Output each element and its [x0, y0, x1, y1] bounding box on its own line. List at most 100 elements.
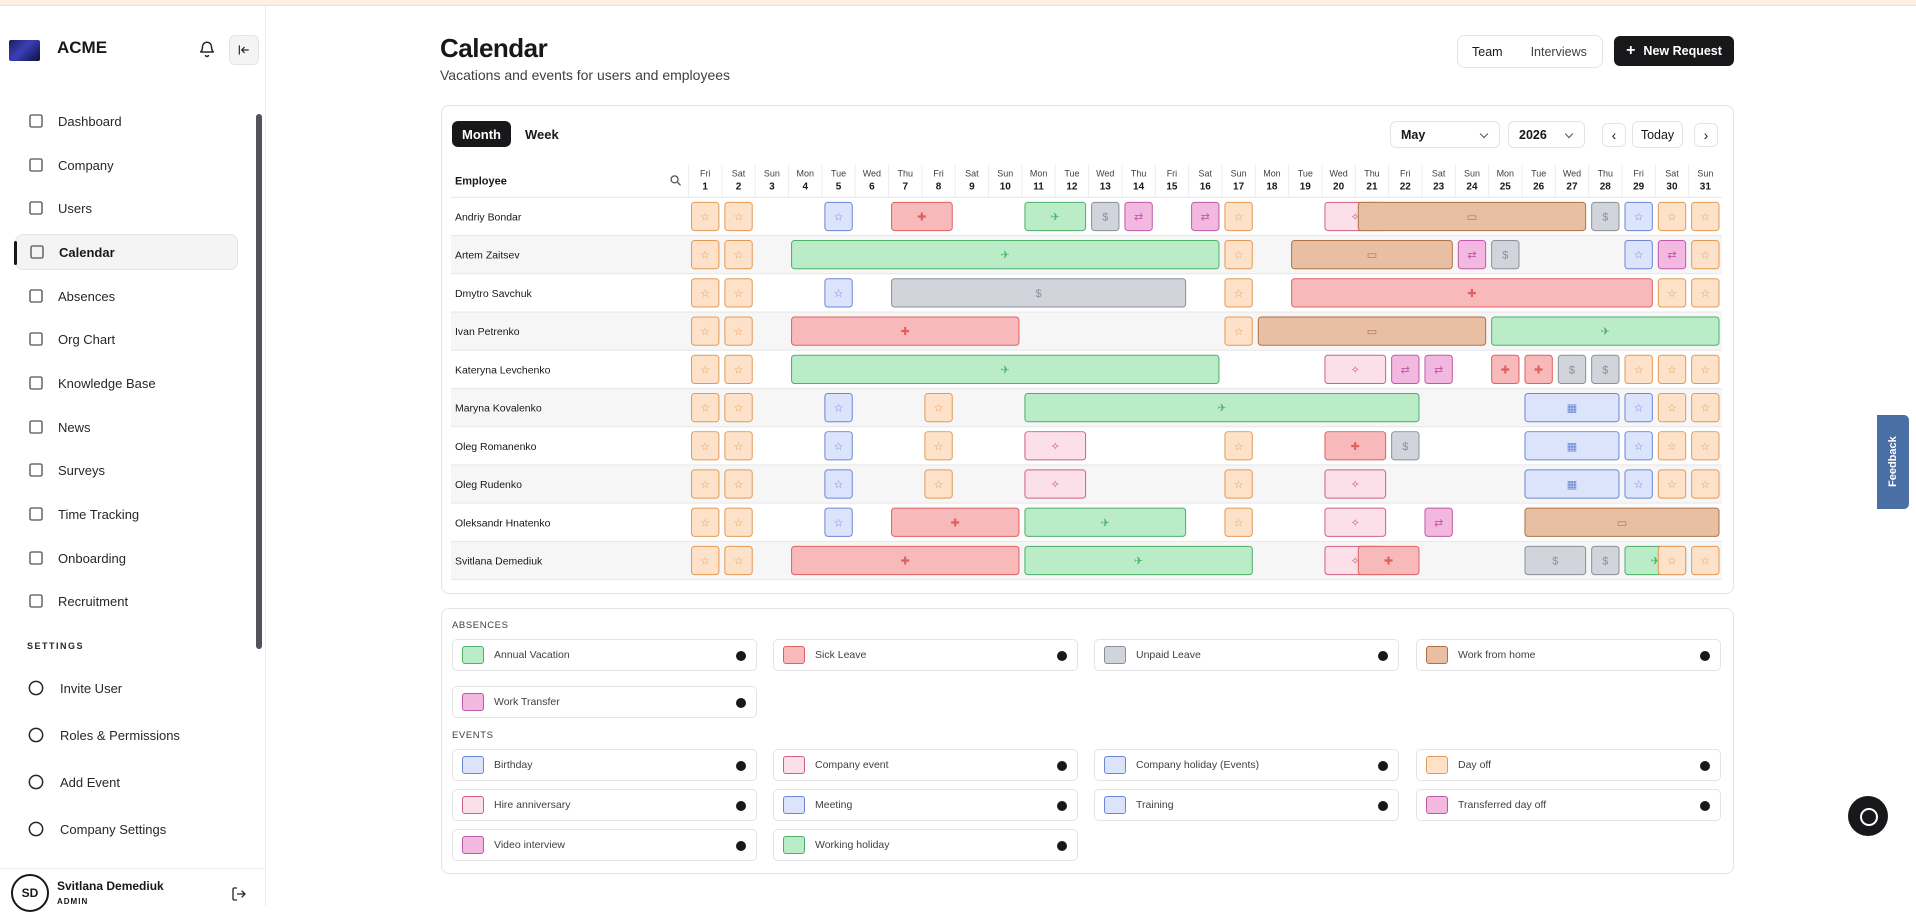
calendar-entry-holiday[interactable]: ☆ [824, 507, 853, 537]
calendar-entry-event[interactable]: ✧ [1324, 469, 1387, 499]
calendar-entry-dayoff[interactable]: ☆ [1657, 392, 1687, 423]
employee-name[interactable]: Artem Zaitsev [455, 251, 520, 262]
calendar-entry-dayoff[interactable]: ☆ [1691, 354, 1720, 384]
calendar-entry-dayoff[interactable]: ☆ [691, 201, 720, 232]
calendar-entry-wfh[interactable]: ▭ [1257, 316, 1487, 346]
calendar-entry-dayoff[interactable]: ☆ [724, 507, 753, 537]
calendar-entry-event[interactable]: ✧ [1024, 431, 1087, 461]
bell-icon[interactable] [198, 40, 216, 58]
calendar-entry-vacation[interactable]: ✈ [791, 240, 1220, 270]
calendar-entry-dayoff[interactable]: ☆ [691, 354, 720, 384]
calendar-entry-dayoff[interactable]: ☆ [1224, 201, 1253, 232]
calendar-entry-wfh[interactable]: ▭ [1291, 240, 1453, 270]
legend-item-day-off[interactable]: Day off [1416, 749, 1721, 781]
calendar-entry-dayoff[interactable]: ☆ [924, 431, 953, 461]
calendar-entry-dayoff[interactable]: ☆ [1691, 240, 1720, 270]
calendar-entry-vacation[interactable]: ✈ [1491, 316, 1720, 346]
calendar-entry-dayoff[interactable]: ☆ [724, 278, 753, 308]
calendar-entry-dayoff[interactable]: ☆ [1224, 507, 1253, 537]
calendar-entry-unpaid[interactable]: $ [1091, 201, 1120, 232]
employee-name[interactable]: Oleg Rudenko [455, 480, 522, 491]
settings-item-roles-permissions[interactable]: Roles & Permissions [26, 717, 180, 753]
calendar-entry-dayoff[interactable]: ☆ [1691, 392, 1720, 423]
calendar-entry-transfer[interactable]: ⇄ [1391, 354, 1420, 384]
calendar-entry-birthday[interactable]: ▦ [1524, 469, 1620, 499]
user-profile[interactable]: SD Svitlana Demediuk ADMIN [0, 868, 266, 912]
sidebar-item-time-tracking[interactable]: Time Tracking [15, 496, 238, 532]
search-icon[interactable] [670, 175, 682, 186]
calendar-entry-dayoff[interactable]: ☆ [1691, 278, 1720, 308]
calendar-entry-dayoff[interactable]: ☆ [1224, 469, 1253, 499]
employee-name[interactable]: Ivan Petrenko [455, 327, 520, 338]
sidebar-item-onboarding[interactable]: Onboarding [15, 540, 238, 576]
calendar-entry-transfer[interactable]: ⇄ [1457, 240, 1487, 270]
calendar-entry-dayoff[interactable]: ☆ [724, 431, 753, 461]
calendar-entry-dayoff[interactable]: ☆ [1224, 278, 1253, 308]
calendar-entry-dayoff[interactable]: ☆ [1691, 201, 1720, 232]
calendar-entry-event[interactable]: ✧ [1324, 507, 1387, 537]
calendar-entry-transfer[interactable]: ⇄ [1191, 201, 1220, 232]
legend-item-work-transfer[interactable]: Work Transfer [452, 686, 757, 718]
legend-item-company-holiday-events-[interactable]: Company holiday (Events) [1094, 749, 1399, 781]
calendar-entry-unpaid[interactable]: $ [1591, 354, 1620, 384]
calendar-entry-event[interactable]: ✧ [1024, 469, 1087, 499]
settings-item-add-event[interactable]: Add Event [26, 764, 120, 800]
sidebar-item-company[interactable]: Company [15, 147, 238, 183]
calendar-entry-unpaid[interactable]: $ [891, 278, 1187, 308]
calendar-entry-dayoff[interactable]: ☆ [1624, 354, 1653, 384]
calendar-entry-holiday[interactable]: ☆ [824, 469, 853, 499]
employee-name[interactable]: Andriy Bondar [455, 212, 522, 223]
calendar-entry-sick[interactable]: ✚ [891, 507, 1020, 537]
calendar-entry-dayoff[interactable]: ☆ [1657, 278, 1687, 308]
calendar-entry-holiday[interactable]: ☆ [1624, 431, 1653, 461]
calendar-entry-unpaid[interactable]: $ [1557, 354, 1587, 384]
interviews-toggle-button[interactable]: Interviews [1530, 44, 1587, 59]
calendar-entry-holiday[interactable]: ☆ [1624, 392, 1653, 423]
calendar-entry-birthday[interactable]: ▦ [1524, 431, 1620, 461]
calendar-entry-transfer[interactable]: ⇄ [1424, 354, 1453, 384]
calendar-entry-dayoff[interactable]: ☆ [691, 316, 720, 346]
settings-item-company-settings[interactable]: Company Settings [26, 811, 166, 847]
new-request-button[interactable]: + New Request [1614, 36, 1734, 66]
calendar-entry-vacation[interactable]: ✈ [1024, 201, 1087, 232]
legend-item-unpaid-leave[interactable]: Unpaid Leave [1094, 639, 1399, 671]
calendar-entry-dayoff[interactable]: ☆ [691, 545, 720, 576]
sidebar-scrollbar[interactable] [256, 114, 262, 649]
legend-item-working-holiday[interactable]: Working holiday [773, 829, 1078, 861]
tab-month[interactable]: Month [452, 121, 511, 147]
calendar-entry-dayoff[interactable]: ☆ [1657, 545, 1687, 576]
calendar-entry-dayoff[interactable]: ☆ [724, 316, 753, 346]
calendar-entry-birthday[interactable]: ▦ [1524, 392, 1620, 423]
calendar-entry-vacation[interactable]: ✈ [791, 354, 1220, 384]
calendar-entry-vacation[interactable]: ✈ [1024, 392, 1420, 423]
team-toggle-button[interactable]: Team [1472, 44, 1503, 59]
calendar-entry-unpaid[interactable]: $ [1391, 431, 1420, 461]
year-select[interactable]: 2026 [1508, 121, 1585, 148]
employee-name[interactable]: Dmytro Savchuk [455, 289, 533, 300]
calendar-entry-holiday[interactable]: ☆ [824, 278, 853, 308]
calendar-entry-transfer[interactable]: ⇄ [1124, 201, 1153, 232]
calendar-entry-unpaid[interactable]: $ [1591, 201, 1620, 232]
sidebar-item-users[interactable]: Users [15, 190, 238, 226]
calendar-entry-dayoff[interactable]: ☆ [1657, 431, 1687, 461]
calendar-entry-dayoff[interactable]: ☆ [724, 354, 753, 384]
calendar-entry-dayoff[interactable]: ☆ [724, 392, 753, 423]
calendar-entry-holiday[interactable]: ☆ [824, 392, 853, 423]
calendar-entry-dayoff[interactable]: ☆ [691, 278, 720, 308]
prev-month-button[interactable]: ‹ [1602, 123, 1626, 147]
calendar-entry-dayoff[interactable]: ☆ [691, 431, 720, 461]
legend-item-company-event[interactable]: Company event [773, 749, 1078, 781]
calendar-entry-unpaid[interactable]: $ [1491, 240, 1520, 270]
legend-item-meeting[interactable]: Meeting [773, 789, 1078, 821]
calendar-entry-sick[interactable]: ✚ [1324, 431, 1387, 461]
calendar-entry-dayoff[interactable]: ☆ [1691, 431, 1720, 461]
collapse-sidebar-button[interactable] [229, 35, 259, 65]
legend-item-work-from-home[interactable]: Work from home [1416, 639, 1721, 671]
calendar-entry-holiday[interactable]: ☆ [1624, 201, 1653, 232]
calendar-entry-dayoff[interactable]: ☆ [1691, 545, 1720, 576]
calendar-entry-dayoff[interactable]: ☆ [691, 469, 720, 499]
sidebar-item-dashboard[interactable]: Dashboard [15, 103, 238, 139]
calendar-entry-dayoff[interactable]: ☆ [724, 201, 753, 232]
calendar-entry-transfer[interactable]: ⇄ [1657, 240, 1687, 270]
calendar-entry-wfh[interactable]: ▭ [1524, 507, 1720, 537]
